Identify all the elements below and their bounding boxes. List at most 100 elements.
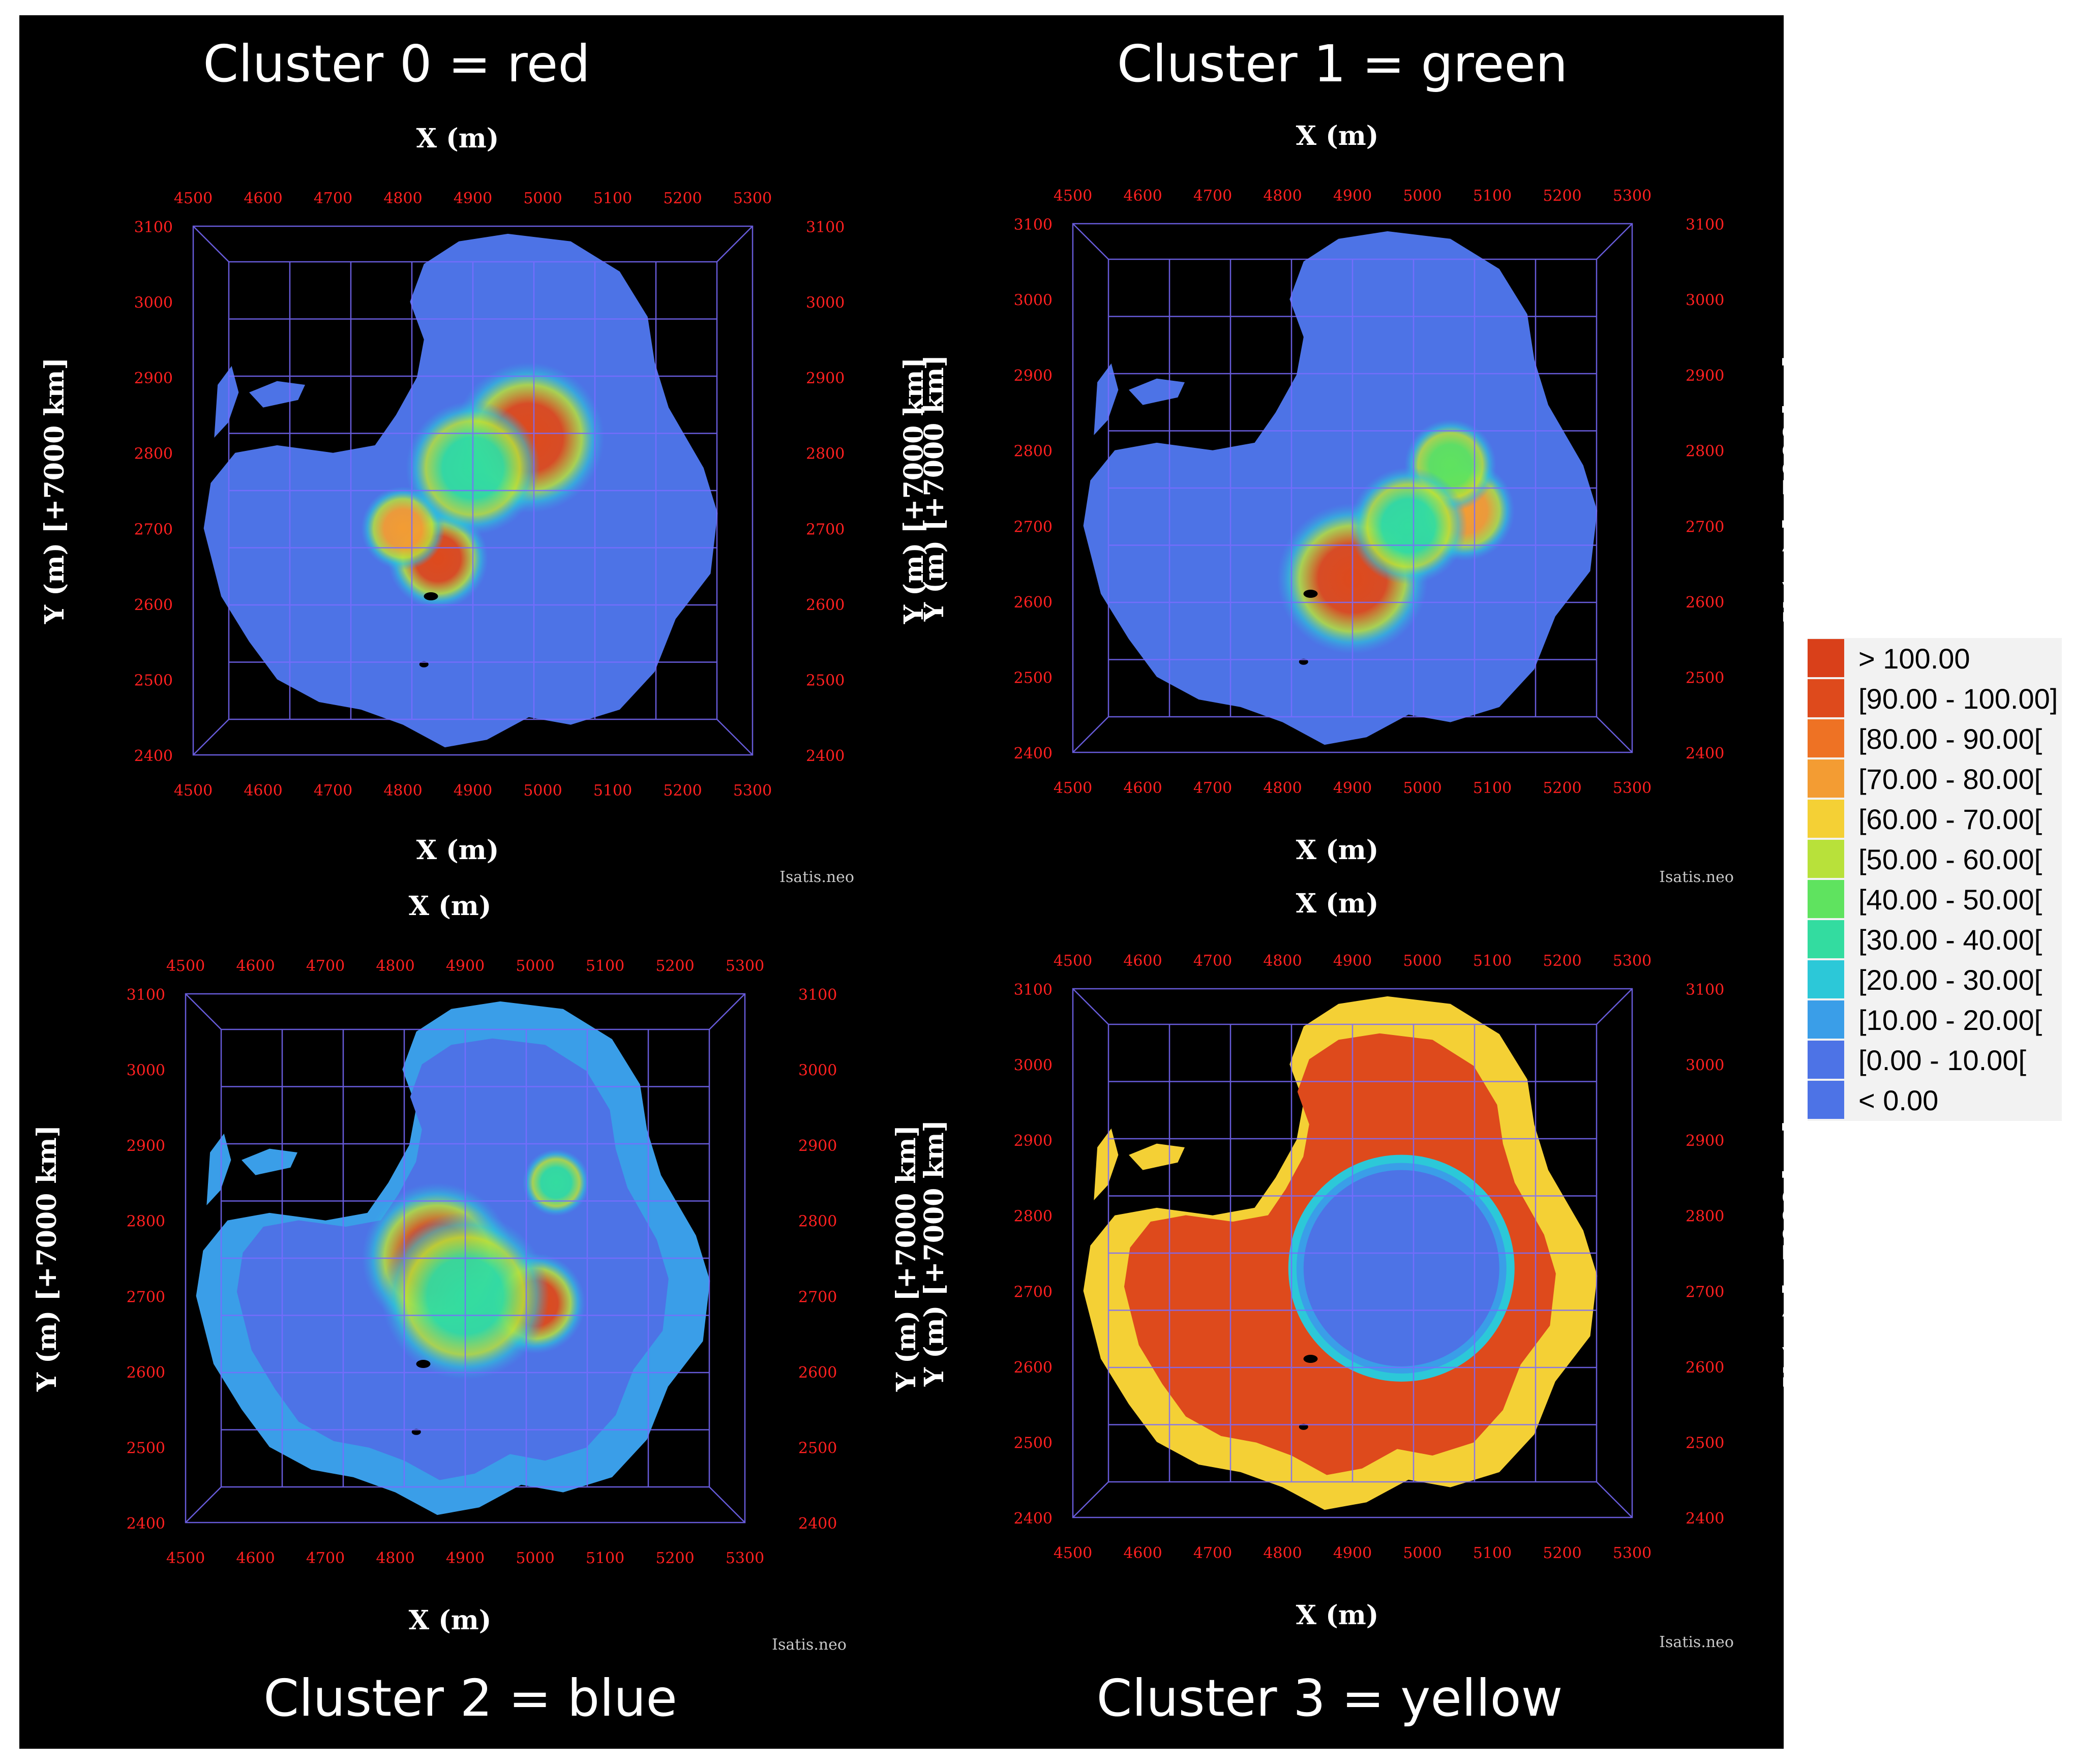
y-tick-label-left: 2400 xyxy=(127,1515,165,1533)
legend-swatch xyxy=(1808,920,1844,958)
y-tick-label-right: 2900 xyxy=(1686,367,1724,385)
x-tick-label-bottom: 4500 xyxy=(166,1549,205,1567)
legend-item: [80.00 - 90.00[ xyxy=(1808,718,2062,758)
x-tick-label-top: 5000 xyxy=(1403,952,1441,970)
x-tick-label-bottom: 4600 xyxy=(244,782,282,800)
y-tick-label-right: 2500 xyxy=(806,672,845,689)
legend-item: [20.00 - 30.00[ xyxy=(1808,959,2062,999)
legend-label: [40.00 - 50.00[ xyxy=(1858,884,2042,916)
box-edge xyxy=(709,993,745,1030)
x-tick-label-bottom: 5200 xyxy=(1543,1544,1581,1562)
x-tick-label-top: 5000 xyxy=(516,957,554,975)
x-axis-label-bottom: X (m) xyxy=(409,1605,492,1636)
x-tick-label-top: 4900 xyxy=(446,957,485,975)
x-tick-label-bottom: 5000 xyxy=(1403,779,1441,797)
chart-panel-2: 4500 4500 4600 4600 4700 4700 4800 4800 4900 4900… xyxy=(32,891,922,1728)
y-axis-label-right: Y (m) [+7000 km] xyxy=(891,1125,922,1392)
x-tick-label-bottom: 4700 xyxy=(1193,1544,1232,1562)
box-edge xyxy=(1072,988,1109,1025)
y-tick-label-left: 2500 xyxy=(127,1439,165,1457)
grid-frame xyxy=(1072,223,1633,753)
y-tick-label-right: 2400 xyxy=(1686,745,1724,763)
x-axis-label-top: X (m) xyxy=(1296,120,1379,151)
legend-item: [70.00 - 80.00[ xyxy=(1808,758,2062,799)
y-tick-label-right: 3000 xyxy=(806,294,845,312)
y-tick-label-right: 2800 xyxy=(1686,443,1724,461)
y-tick-label-right: 3000 xyxy=(798,1062,837,1080)
grid-frame xyxy=(185,993,746,1524)
legend-label: [70.00 - 80.00[ xyxy=(1858,763,2042,795)
legend: > 100.00 [90.00 - 100.00] [80.00 - 90.00[[… xyxy=(1808,638,2062,1121)
region-island xyxy=(1129,378,1185,405)
watermark: Isatis.neo xyxy=(1659,868,1734,886)
legend-item: [50.00 - 60.00[ xyxy=(1808,839,2062,879)
box-edge xyxy=(1596,1481,1633,1518)
y-tick-label-left: 2600 xyxy=(127,1364,165,1382)
y-tick-label-right: 3000 xyxy=(1686,1057,1724,1075)
legend-swatch xyxy=(1808,880,1844,918)
legend-label: [0.00 - 10.00[ xyxy=(1858,1044,2027,1076)
x-tick-label-top: 5100 xyxy=(1473,187,1512,205)
outer-box xyxy=(185,993,746,1524)
y-tick-label-right: 2600 xyxy=(1686,594,1724,612)
legend-label: [30.00 - 40.00[ xyxy=(1858,924,2042,956)
y-tick-label-right: 2400 xyxy=(1686,1510,1724,1528)
x-tick-label-bottom: 5300 xyxy=(1613,1544,1651,1562)
x-tick-label-bottom: 5300 xyxy=(733,782,772,800)
grid-frame xyxy=(192,225,754,756)
y-tick-label-right: 2900 xyxy=(1686,1132,1724,1150)
y-tick-label-left: 3100 xyxy=(134,219,173,236)
y-tick-label-left: 2800 xyxy=(1014,1208,1053,1226)
y-tick-label-left: 2800 xyxy=(134,445,173,463)
x-tick-label-bottom: 5300 xyxy=(726,1549,764,1567)
region-spit xyxy=(206,1133,231,1205)
x-tick-label-bottom: 4900 xyxy=(1333,779,1372,797)
legend-swatch xyxy=(1808,1000,1844,1039)
y-tick-label-left: 2400 xyxy=(1014,745,1053,763)
y-tick-label-right: 2800 xyxy=(798,1213,837,1231)
box-edge xyxy=(1072,223,1109,260)
outer-box xyxy=(192,225,754,756)
legend-item: < 0.00 xyxy=(1808,1080,2062,1120)
box-edge xyxy=(1072,716,1109,753)
y-tick-label-left: 3000 xyxy=(134,294,173,312)
y-tick-label-left: 3000 xyxy=(1014,292,1053,310)
y-tick-label-left: 3100 xyxy=(1014,981,1053,999)
legend-swatch xyxy=(1808,759,1844,798)
legend-item: [0.00 - 10.00[ xyxy=(1808,1040,2062,1080)
y-tick-label-left: 2400 xyxy=(1014,1510,1053,1528)
legend-swatch xyxy=(1808,800,1844,838)
y-tick-label-right: 3100 xyxy=(1686,216,1724,234)
y-tick-label-left: 2500 xyxy=(134,672,173,689)
legend-label: [20.00 - 30.00[ xyxy=(1858,964,2042,996)
y-tick-label-right: 2900 xyxy=(806,370,845,387)
y-axis-label-left: Y (m) [+7000 km] xyxy=(32,1125,63,1392)
x-tick-label-bottom: 4900 xyxy=(446,1549,485,1567)
x-axis-label-top: X (m) xyxy=(1296,888,1379,919)
grid-frame xyxy=(1072,988,1633,1518)
y-tick-label-left: 2600 xyxy=(134,596,173,614)
legend-swatch xyxy=(1808,679,1844,717)
chart-panel-0: 4500 4500 4600 4600 4700 4700 4800 4800 4900 4900… xyxy=(39,34,929,886)
hole-mark xyxy=(1303,1355,1318,1363)
y-tick-label-right: 2700 xyxy=(806,521,845,538)
x-tick-label-bottom: 4800 xyxy=(1263,779,1302,797)
x-tick-label-top: 5200 xyxy=(663,190,702,207)
y-axis-label-right: Y (m) [+7000 km] xyxy=(898,357,929,624)
legend-label: [10.00 - 20.00[ xyxy=(1858,1004,2042,1036)
legend-label: [80.00 - 90.00[ xyxy=(1858,723,2042,755)
chart-panel-1: 4500 4500 4600 4600 4700 4700 4800 4800 4900 4900… xyxy=(919,34,1809,886)
x-tick-label-bottom: 4800 xyxy=(376,1549,414,1567)
x-tick-label-top: 4700 xyxy=(314,190,352,207)
y-tick-label-left: 3100 xyxy=(1014,216,1053,234)
x-tick-label-top: 5100 xyxy=(593,190,632,207)
x-tick-label-top: 4500 xyxy=(174,190,213,207)
y-tick-label-left: 2700 xyxy=(1014,518,1053,536)
x-tick-label-bottom: 5100 xyxy=(1473,779,1512,797)
x-tick-label-bottom: 5100 xyxy=(586,1549,624,1567)
x-tick-label-top: 5300 xyxy=(1613,952,1651,970)
y-tick-label-right: 2900 xyxy=(798,1137,837,1155)
y-axis-label-left: Y (m) [+7000 km] xyxy=(919,355,950,622)
y-tick-label-left: 2900 xyxy=(1014,1132,1053,1150)
x-tick-label-bottom: 4600 xyxy=(1123,779,1162,797)
